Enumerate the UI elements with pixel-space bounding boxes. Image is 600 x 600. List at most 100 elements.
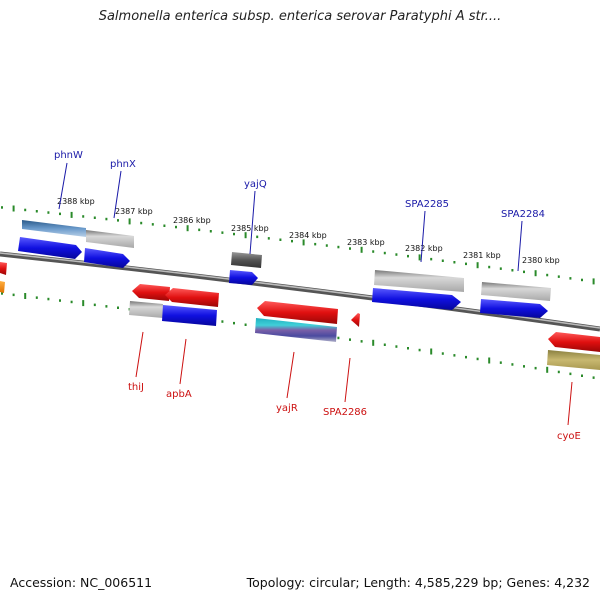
- minor-tick: [465, 262, 467, 266]
- minor-tick: [256, 235, 259, 239]
- gene-arrow: [229, 270, 258, 285]
- minor-tick: [453, 261, 456, 264]
- minor-tick: [511, 363, 514, 366]
- major-tick: [372, 339, 375, 346]
- gene-arrow: [132, 284, 170, 301]
- gene-feature: [547, 350, 600, 370]
- gene-feature: [162, 305, 217, 326]
- minor-tick: [93, 303, 96, 307]
- gene-feature: [231, 252, 262, 268]
- major-tick: [430, 348, 433, 355]
- page-title: Salmonella enterica subsp. enterica sero…: [98, 9, 502, 24]
- minor-tick: [557, 275, 560, 278]
- minor-tick: [383, 343, 386, 346]
- scale-label: 2388 kbp: [57, 197, 95, 206]
- major-tick: [488, 357, 491, 364]
- minor-tick: [1, 292, 3, 295]
- minor-tick: [105, 305, 108, 308]
- minor-tick: [291, 239, 293, 243]
- minor-tick: [441, 259, 444, 262]
- minor-tick: [476, 357, 479, 361]
- minor-tick: [372, 250, 375, 253]
- gene-label: cyoE: [557, 431, 581, 442]
- scale-label: 2386 kbp: [173, 216, 211, 225]
- major-tick: [12, 205, 15, 212]
- gene-feature: [255, 318, 337, 342]
- gene-feature: [481, 282, 551, 301]
- gene-label: phnX: [110, 159, 136, 170]
- minor-tick: [244, 323, 247, 326]
- scale-track-upper: [1, 205, 595, 285]
- minor-tick: [221, 231, 224, 234]
- gene-arrow: [480, 299, 548, 318]
- minor-tick: [441, 352, 444, 355]
- minor-tick: [360, 340, 363, 343]
- minor-tick: [12, 293, 15, 297]
- scale-label: 2384 kbp: [289, 231, 327, 240]
- minor-tick: [581, 278, 583, 282]
- gene-labels-bottom: thiJ apbA yajR SPA2286 cyoE: [128, 382, 581, 442]
- major-tick: [82, 300, 85, 307]
- minor-tick: [383, 251, 386, 255]
- minor-tick: [581, 374, 583, 377]
- minor-tick: [337, 336, 340, 340]
- gene-arrow: [165, 288, 219, 307]
- minor-tick: [569, 277, 572, 280]
- scale-label: 2381 kbp: [463, 251, 501, 260]
- minor-tick: [534, 366, 537, 370]
- minor-tick: [175, 225, 177, 229]
- minor-tick: [499, 267, 502, 270]
- minor-tick: [395, 345, 398, 348]
- major-tick: [476, 262, 479, 269]
- gene-feature: [374, 270, 464, 292]
- major-tick: [302, 239, 305, 246]
- minor-tick: [93, 216, 96, 219]
- minor-tick: [349, 338, 351, 341]
- major-tick: [546, 366, 549, 373]
- minor-tick: [59, 212, 61, 216]
- gene-label: phnW: [54, 150, 83, 161]
- minor-tick: [35, 296, 38, 299]
- minor-tick: [24, 208, 27, 212]
- gene-feature: [0, 281, 5, 293]
- minor-tick: [1, 206, 3, 209]
- gene-arrow: [0, 262, 7, 275]
- minor-tick: [325, 244, 328, 247]
- gene-arrow: [18, 237, 82, 259]
- major-tick: [592, 278, 595, 285]
- gene-label: SPA2284: [501, 209, 545, 220]
- genome-backbone: [0, 251, 600, 332]
- major-tick: [534, 270, 537, 277]
- scale-label: 2385 kbp: [231, 224, 269, 233]
- gene-label: SPA2286: [323, 407, 367, 418]
- label-leaders: [58, 162, 573, 426]
- minor-tick: [430, 257, 433, 261]
- minor-tick: [267, 237, 270, 240]
- minor-tick: [151, 223, 154, 226]
- minor-tick: [546, 273, 549, 277]
- minor-tick: [82, 215, 85, 218]
- gene-feature: [22, 220, 86, 237]
- topology-label: Topology: circular; Length: 4,585,229 bp…: [246, 575, 590, 590]
- minor-tick: [511, 269, 514, 272]
- minor-tick: [592, 376, 595, 379]
- minor-tick: [407, 254, 409, 258]
- gene-label: apbA: [166, 389, 192, 400]
- gene-label: thiJ: [128, 382, 144, 393]
- scale-label: 2380 kbp: [522, 256, 560, 265]
- major-tick: [244, 232, 247, 239]
- minor-tick: [557, 370, 560, 374]
- scale-label: 2387 kbp: [115, 207, 153, 216]
- gene-label: yajQ: [244, 179, 267, 190]
- minor-tick: [337, 245, 340, 249]
- accession-label: Accession: NC_006511: [10, 575, 153, 590]
- minor-tick: [233, 321, 235, 325]
- minor-tick: [453, 354, 456, 357]
- minor-tick: [140, 221, 143, 225]
- gene-labels-top: phnW phnX yajQ SPA2285 SPA2284: [54, 150, 545, 220]
- minor-tick: [117, 306, 119, 309]
- minor-tick: [221, 320, 224, 323]
- minor-tick: [279, 238, 282, 241]
- gene-arrow: [372, 288, 461, 310]
